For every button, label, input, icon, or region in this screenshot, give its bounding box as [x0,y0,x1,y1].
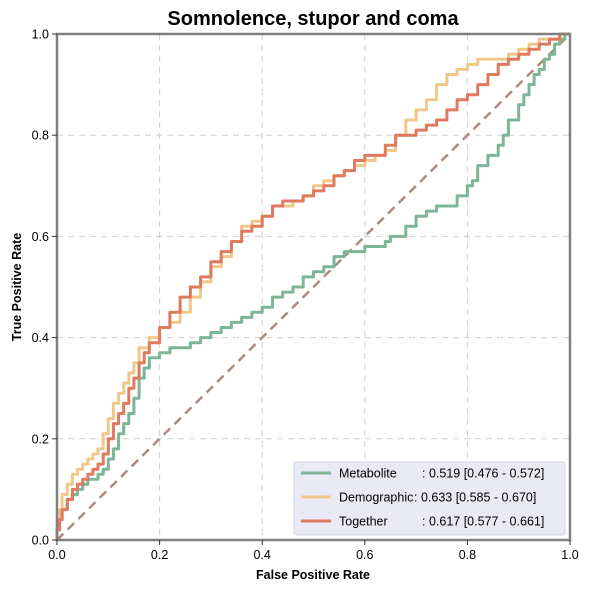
y-tick-label: 0.0 [32,534,49,548]
chance-diagonal-line [56,33,571,541]
legend-label-demographic: Demographic [339,491,413,505]
y-tick-label: 0.4 [32,331,49,345]
legend-score-metabolite: : 0.519 [0.476 - 0.572] [422,467,544,481]
legend-score-demographic: : 0.633 [0.585 - 0.670] [414,491,536,505]
legend-label-metabolite: Metabolite [339,467,397,481]
legend-label-together: Together [339,515,388,529]
legend-items: Metabolite : 0.519 [0.476 - 0.572] Demogra… [301,467,544,529]
x-tick-label: 1.0 [561,548,578,562]
legend-box [293,461,566,536]
y-axis-label: True Positive Rate [10,233,24,341]
series-line-metabolite [55,32,570,540]
x-tick-label: 0.4 [254,548,271,562]
y-tick-label: 0.6 [32,230,49,244]
diagonal-layer [56,33,571,541]
y-tick-label: 0.2 [32,432,49,446]
series-layer [55,32,570,540]
plot-frame [55,32,572,542]
grid [57,34,570,540]
x-tick-label: 0.8 [459,548,476,562]
series-line-together [55,32,570,540]
series-line-demographic [55,32,570,540]
x-tick-label: 0.6 [356,548,373,562]
y-tick-label: 1.0 [32,28,49,42]
legend-score-together: : 0.617 [0.577 - 0.661] [422,515,544,529]
legend: Metabolite : 0.519 [0.476 - 0.572] Demogra… [293,461,566,536]
chart-title: Somnolence, stupor and coma [167,8,459,30]
x-axis-label: False Positive Rate [256,568,370,582]
x-tick-label: 0.0 [48,548,65,562]
y-tick-label: 0.8 [32,129,49,143]
ticks: 0.0 0.2 0.4 0.6 0.8 1.0 0.0 0.2 0.4 0.6 0.8 1.0 [32,28,579,563]
x-tick-label: 0.2 [151,548,168,562]
